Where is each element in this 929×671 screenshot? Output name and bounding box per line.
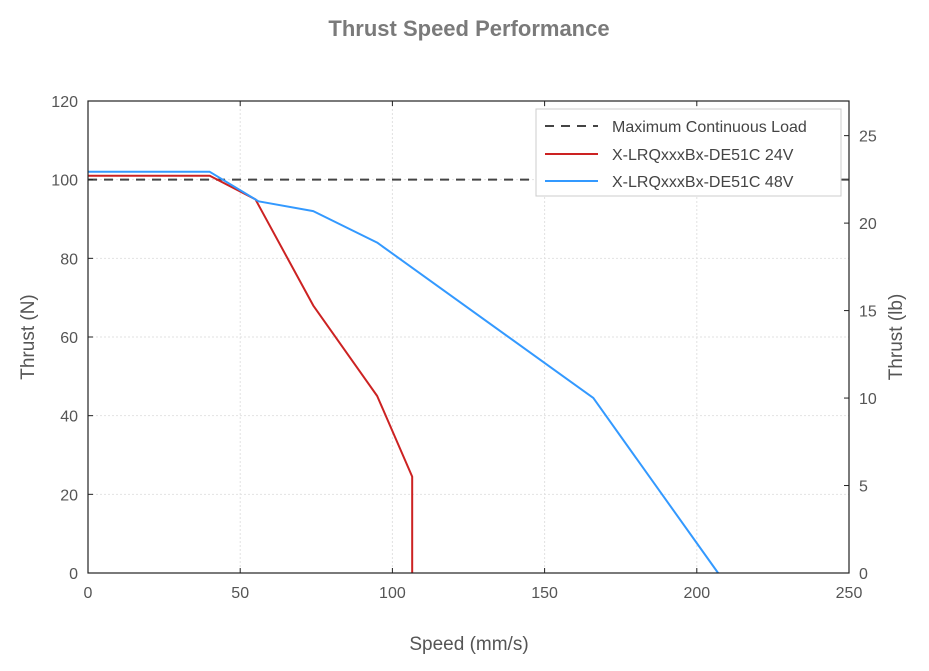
legend-label-24v: X-LRQxxxBx-DE51C 24V [612, 147, 794, 164]
y-tick-label: 100 [51, 173, 78, 190]
y-tick-label: 20 [60, 487, 78, 504]
series-line-24v [88, 174, 414, 573]
y-tick-label: 60 [60, 330, 78, 347]
series-line-48v [88, 170, 719, 574]
y2-tick-label: 10 [859, 391, 877, 408]
x-tick-label: 50 [231, 585, 249, 602]
y2-tick-label: 5 [859, 479, 868, 496]
chart-title: Thrust Speed Performance [328, 16, 609, 41]
x-tick-label: 250 [836, 585, 863, 602]
y-axis-label: Thrust (N) [18, 294, 39, 380]
series-lines [88, 170, 849, 574]
y2-tick-label: 20 [859, 216, 877, 233]
x-tick-label: 0 [84, 585, 93, 602]
axis-ticks: 0 50 100 150 200 250 0 20 40 60 80 100 120 0 5 10 15 20 25 [51, 94, 877, 602]
legend-label-48v: X-LRQxxxBx-DE51C 48V [612, 174, 794, 191]
x-axis-label: Speed (mm/s) [409, 634, 528, 655]
y-tick-label: 120 [51, 94, 78, 111]
y-tick-label: 40 [60, 409, 78, 426]
y-tick-label: 80 [60, 251, 78, 268]
x-tick-label: 200 [683, 585, 710, 602]
legend: Maximum Continuous Load X-LRQxxxBx-DE51C… [535, 108, 842, 197]
y2-tick-label: 15 [859, 304, 877, 321]
y2-axis-label: Thrust (lb) [886, 294, 907, 381]
x-tick-label: 100 [379, 585, 406, 602]
legend-label-max-load: Maximum Continuous Load [612, 119, 807, 136]
y-tick-label: 0 [69, 566, 78, 583]
y2-tick-label: 0 [859, 566, 868, 583]
grid-lines [88, 101, 849, 573]
x-tick-label: 150 [531, 585, 558, 602]
y2-tick-label: 25 [859, 129, 877, 146]
